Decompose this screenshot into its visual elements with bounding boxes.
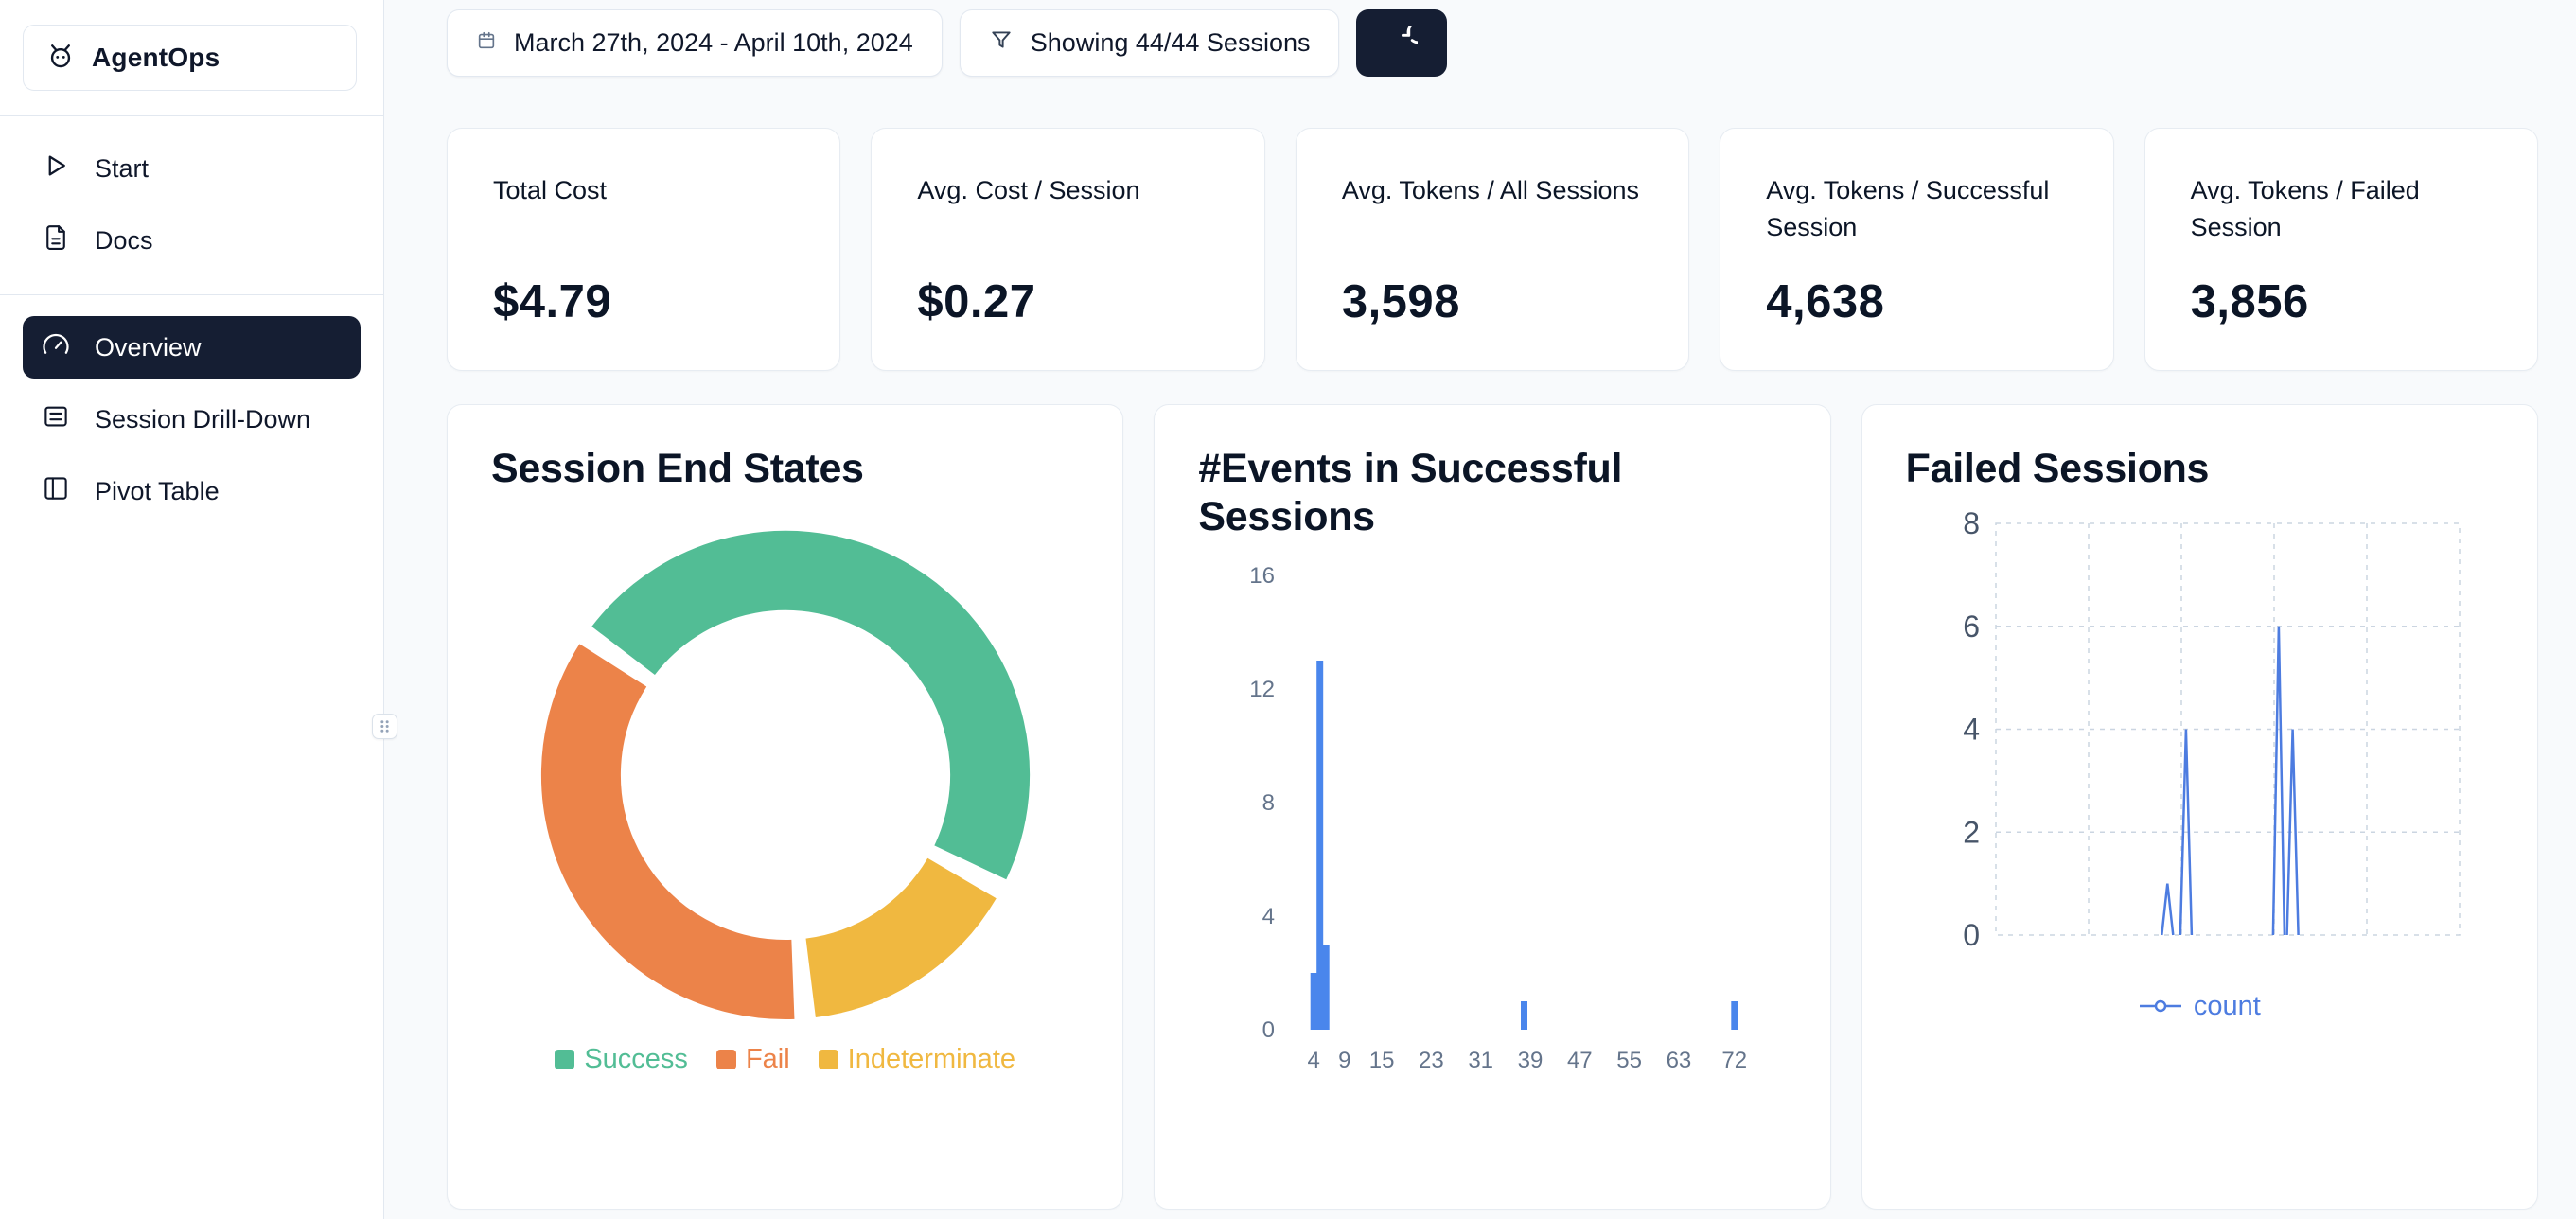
- svg-text:23: 23: [1419, 1048, 1444, 1073]
- legend-item-fail[interactable]: Fail: [715, 1043, 790, 1075]
- svg-text:8: 8: [1964, 506, 1981, 540]
- sidebar-item-label: Docs: [95, 225, 153, 255]
- stat-value: 3,598: [1341, 276, 1460, 327]
- stat-label: Avg. Tokens / Successful Session: [1766, 176, 2050, 242]
- svg-text:2: 2: [1964, 815, 1981, 849]
- stat-label: Avg. Tokens / Failed Session: [2190, 176, 2420, 242]
- svg-text:31: 31: [1468, 1048, 1493, 1073]
- svg-text:8: 8: [1262, 790, 1275, 816]
- chart-title: Session End States: [491, 446, 864, 491]
- sidebar-nav-main: Overview Session Drill-Down: [0, 295, 383, 545]
- svg-text:63: 63: [1667, 1048, 1692, 1073]
- sidebar-divider: [0, 294, 383, 295]
- grip-dots-icon: [380, 720, 389, 733]
- sidebar-resize-handle[interactable]: [372, 714, 397, 739]
- svg-text:55: 55: [1616, 1048, 1642, 1073]
- sidebar-item-overview[interactable]: Overview: [23, 316, 361, 379]
- chart-card-failed-sessions: Failed Sessions 0 2 4 6 8 count: [1861, 404, 2538, 1210]
- svg-text:15: 15: [1369, 1048, 1395, 1073]
- filter-icon: [989, 27, 1014, 59]
- stat-card-avg-tokens-all: Avg. Tokens / All Sessions 3,598: [1295, 128, 1690, 371]
- svg-text:0: 0: [1262, 1017, 1275, 1043]
- stat-label: Avg. Tokens / All Sessions: [1341, 176, 1639, 204]
- logo[interactable]: AgentOps: [23, 25, 357, 91]
- topbar: March 27th, 2024 - April 10th, 2024 Show…: [447, 9, 2538, 77]
- sidebar-item-docs[interactable]: Docs: [23, 209, 361, 272]
- sidebar-item-pivot-table[interactable]: Pivot Table: [23, 460, 361, 522]
- svg-text:4: 4: [1262, 904, 1275, 929]
- stat-value: $0.27: [917, 276, 1036, 327]
- legend-swatch: [715, 1049, 736, 1069]
- failed-sessions-line-chart: 0 2 4 6 8: [1964, 506, 2461, 952]
- legend-item-indeterminate[interactable]: Indeterminate: [818, 1043, 1015, 1075]
- pivot-table-icon: [42, 474, 70, 509]
- legend-label: Indeterminate: [847, 1043, 1015, 1074]
- stat-card-avg-tokens-failed: Avg. Tokens / Failed Session 3,856: [2144, 128, 2539, 371]
- chart-card-events-histogram: #Events in Successful Sessions 0 4 8 12 16 4 9…: [1154, 404, 1831, 1210]
- agentops-logo-icon: [44, 40, 77, 77]
- donut-chart: [540, 530, 1030, 1019]
- stat-card-avg-cost-session: Avg. Cost / Session $0.27: [871, 128, 1265, 371]
- svg-text:16: 16: [1249, 563, 1275, 589]
- sidebar: AgentOps Start: [0, 0, 384, 1219]
- sidebar-item-session-drill-down[interactable]: Session Drill-Down: [23, 388, 361, 450]
- sidebar-item-label: Pivot Table: [95, 476, 220, 505]
- svg-text:9: 9: [1338, 1048, 1350, 1073]
- svg-text:39: 39: [1518, 1048, 1544, 1073]
- sidebar-item-label: Overview: [95, 332, 202, 362]
- stat-cards-row: Total Cost $4.79 Avg. Cost / Session $0.…: [447, 128, 2539, 371]
- legend-label: Fail: [745, 1043, 790, 1074]
- sidebar-item-start[interactable]: Start: [23, 137, 361, 200]
- stat-card-avg-tokens-successful: Avg. Tokens / Successful Session 4,638: [1720, 128, 2114, 371]
- legend-swatch: [818, 1049, 838, 1069]
- play-icon: [42, 151, 70, 186]
- sidebar-divider: [0, 115, 383, 116]
- donut-legend: Success Fail Indeterminate: [491, 1044, 1079, 1075]
- legend-swatch: [555, 1049, 575, 1069]
- chart-title: Failed Sessions: [1905, 446, 2210, 491]
- main-content: March 27th, 2024 - April 10th, 2024 Show…: [384, 0, 2576, 1219]
- stat-label: Avg. Cost / Session: [917, 176, 1140, 204]
- line-legend-count[interactable]: count: [1906, 991, 2494, 1022]
- svg-text:6: 6: [1964, 609, 1981, 643]
- stat-value: 4,638: [1766, 276, 1885, 327]
- svg-text:4: 4: [1307, 1048, 1319, 1073]
- line-legend-label: count: [2193, 990, 2261, 1021]
- stat-value: 3,856: [2190, 276, 2309, 327]
- chart-title: #Events in Successful Sessions: [1198, 446, 1623, 539]
- stat-value: $4.79: [493, 276, 612, 327]
- app-name: AgentOps: [92, 43, 221, 72]
- date-range-button[interactable]: March 27th, 2024 - April 10th, 2024: [447, 9, 943, 77]
- sidebar-item-label: Session Drill-Down: [95, 404, 311, 433]
- svg-text:47: 47: [1567, 1048, 1593, 1073]
- line-legend-marker-icon: [2139, 999, 2181, 1013]
- sessions-filter-label: Showing 44/44 Sessions: [1030, 28, 1311, 57]
- charts-row: Session End States Success Fail: [447, 404, 2538, 1210]
- docs-icon: [42, 223, 70, 258]
- stat-card-total-cost: Total Cost $4.79: [447, 128, 841, 371]
- legend-label: Success: [584, 1043, 688, 1074]
- svg-text:4: 4: [1964, 712, 1981, 746]
- refresh-icon: [1385, 21, 1431, 61]
- sessions-filter-button[interactable]: Showing 44/44 Sessions: [959, 9, 1340, 77]
- legend-item-success[interactable]: Success: [555, 1044, 688, 1075]
- calendar-icon: [476, 28, 497, 58]
- sidebar-item-label: Start: [95, 153, 150, 183]
- sessions-list-icon: [42, 402, 70, 437]
- stat-label: Total Cost: [493, 176, 608, 204]
- svg-text:0: 0: [1964, 918, 1981, 952]
- sidebar-nav-top: Start Docs: [0, 116, 383, 294]
- date-range-label: March 27th, 2024 - April 10th, 2024: [514, 28, 913, 57]
- svg-text:12: 12: [1249, 677, 1275, 702]
- svg-text:72: 72: [1721, 1048, 1747, 1073]
- chart-card-session-end-states: Session End States Success Fail: [447, 404, 1124, 1210]
- refresh-button[interactable]: [1356, 9, 1448, 77]
- gauge-icon: [42, 330, 70, 365]
